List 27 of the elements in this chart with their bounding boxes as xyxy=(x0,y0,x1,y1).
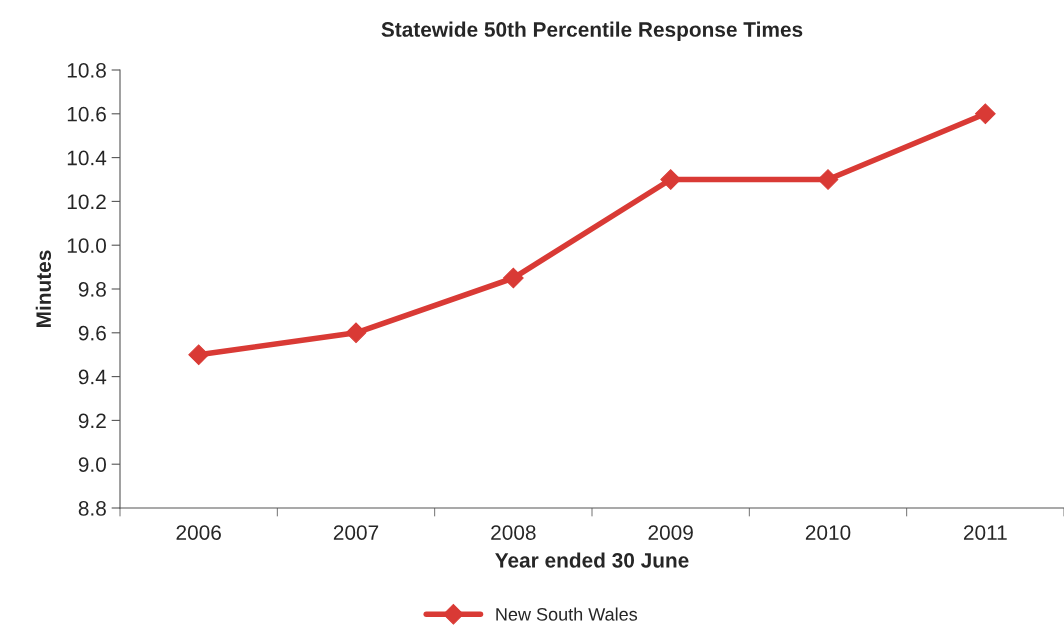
point xyxy=(817,169,839,190)
x-tick-label: 2009 xyxy=(648,525,693,540)
x-tick-label: 2006 xyxy=(176,525,221,540)
legend-label: New South Wales xyxy=(496,607,638,621)
x-tick-label: 2007 xyxy=(333,525,379,540)
y-tick-label: 8.8 xyxy=(78,501,106,516)
point xyxy=(345,322,367,344)
y-tick-label: 10.8 xyxy=(67,63,106,78)
x-tick-label: 2011 xyxy=(963,525,1007,540)
point xyxy=(660,169,682,190)
y-tick-label: 10.6 xyxy=(67,106,106,122)
y-tick-label: 9.4 xyxy=(78,369,107,385)
y-tick-label: 10.4 xyxy=(67,150,107,166)
y-axis-title: Minutes xyxy=(35,250,52,327)
y-tick-label: 9.0 xyxy=(78,457,106,472)
y-tick-label: 10.2 xyxy=(67,194,106,210)
x-tick-label: 2008 xyxy=(491,525,536,540)
x-tick-label: 2010 xyxy=(805,525,851,540)
y-tick-label: 9.2 xyxy=(78,413,106,429)
x-axis-title: Year ended 30 June xyxy=(495,552,689,568)
y-tick-label: 9.6 xyxy=(78,325,106,341)
point xyxy=(188,344,210,366)
point xyxy=(974,103,996,125)
y-tick-label: 9.8 xyxy=(78,282,106,297)
y-tick-label: 10.0 xyxy=(67,238,106,253)
chart-title: Statewide 50th Percentile Response Times xyxy=(381,21,803,41)
point xyxy=(502,267,524,289)
